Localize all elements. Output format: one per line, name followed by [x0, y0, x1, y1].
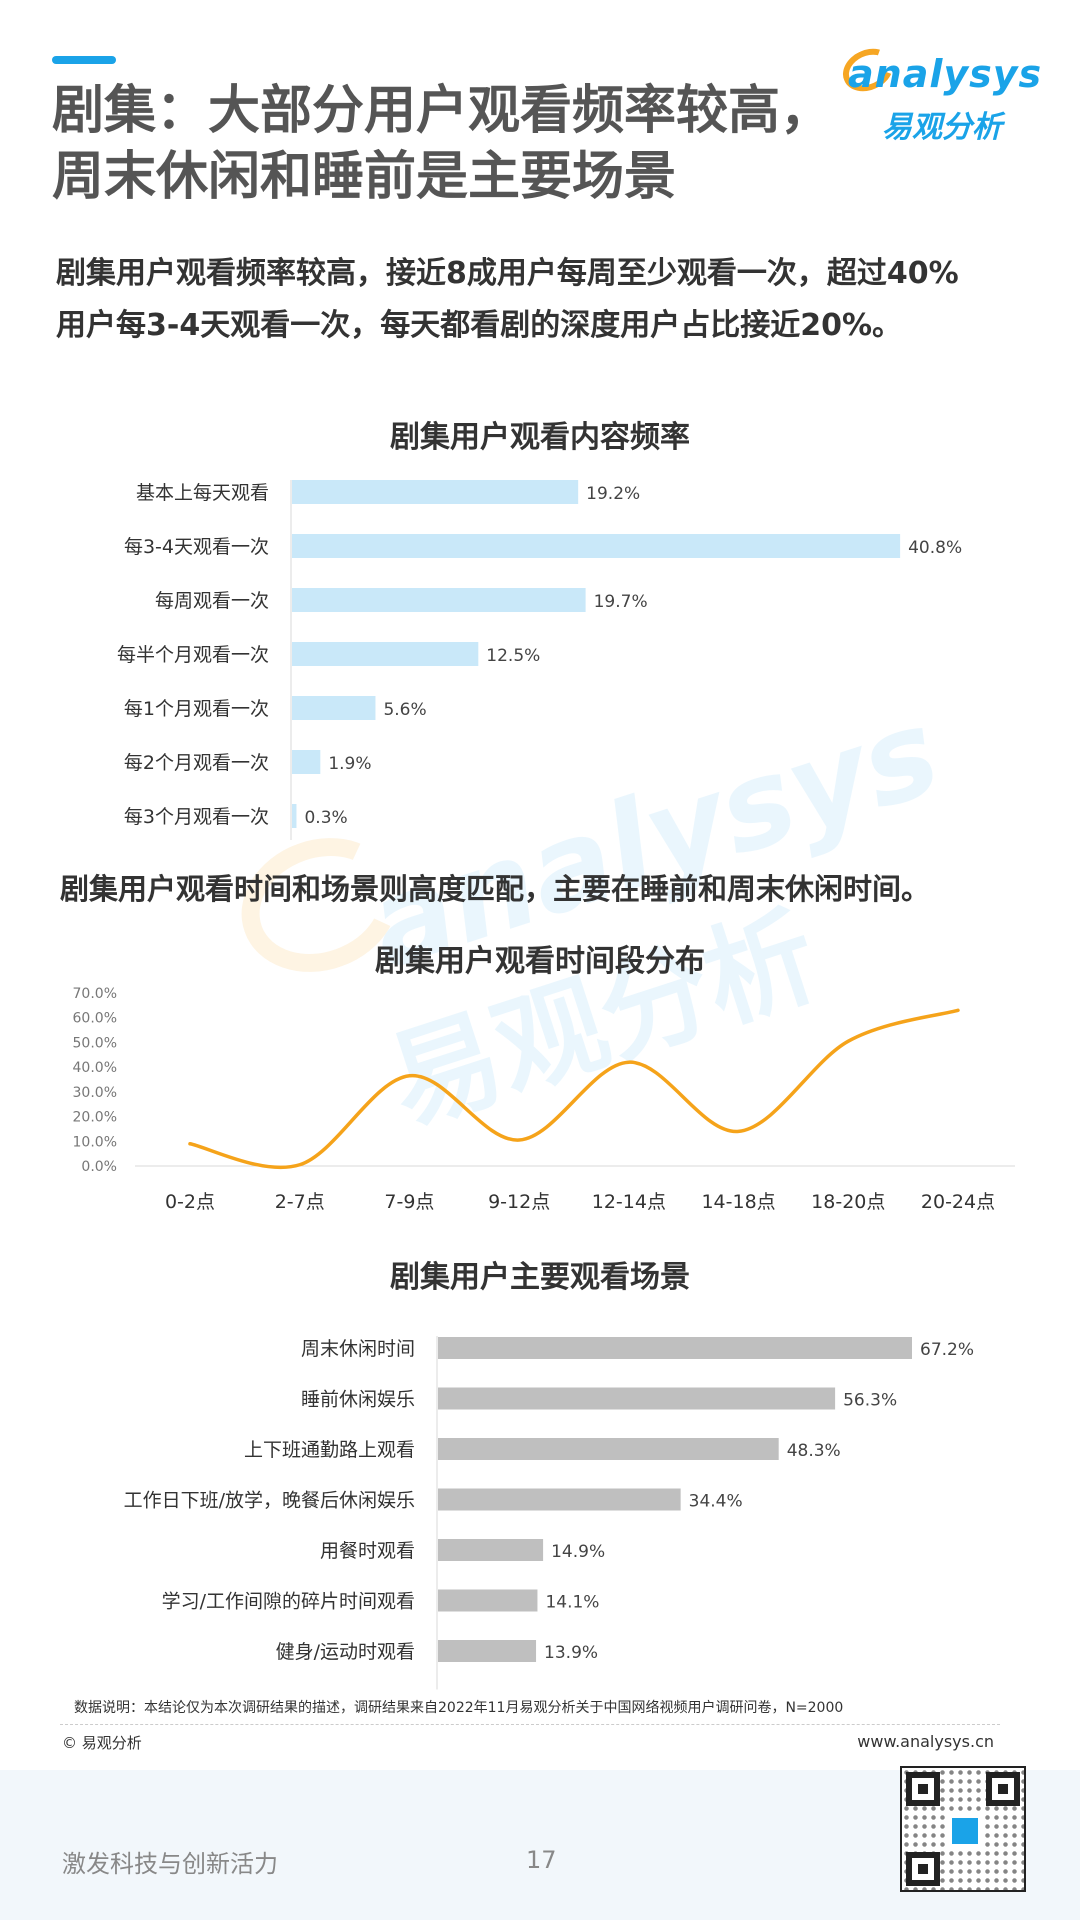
- qr-finder-tr: [986, 1772, 1020, 1806]
- timeslot-chart-title: 剧集用户观看时间段分布: [375, 944, 705, 979]
- category-label: 学习/工作间隙的碎片时间观看: [162, 1591, 415, 1613]
- x-tick-label: 12-14点: [592, 1191, 666, 1213]
- page-number: 17: [526, 1846, 557, 1874]
- summary-line2: 用户每3-4天观看一次，每天都看剧的深度用户占比接近20%。: [56, 308, 903, 343]
- title-accent-bar: [52, 56, 116, 64]
- page-title-line1: 剧集：大部分用户观看频率较高，: [52, 81, 833, 141]
- page-title-line2: 周末休闲和睡前是主要场景: [52, 147, 677, 207]
- y-tick-label: 50.0%: [73, 1035, 117, 1051]
- data-label: 19.7%: [594, 592, 648, 612]
- bar: [292, 588, 586, 612]
- summary-line1: 剧集用户观看频率较高，接近8成用户每周至少观看一次，超过40%: [56, 256, 959, 291]
- category-label: 每周观看一次: [155, 590, 269, 612]
- page-title: 剧集：大部分用户观看频率较高， 周末休闲和睡前是主要场景: [52, 78, 872, 210]
- category-label: 上下班通勤路上观看: [244, 1439, 415, 1461]
- category-label: 健身/运动时观看: [276, 1641, 415, 1663]
- category-label: 周末休闲时间: [301, 1338, 415, 1360]
- y-tick-label: 0.0%: [81, 1159, 117, 1175]
- qr-finder-bl: [906, 1852, 940, 1886]
- logo-en-text: analysys: [848, 52, 1043, 96]
- y-tick-label: 30.0%: [73, 1085, 117, 1101]
- data-label: 14.9%: [551, 1542, 605, 1562]
- category-label: 每3个月观看一次: [124, 806, 269, 828]
- x-tick-label: 0-2点: [165, 1191, 215, 1213]
- x-tick-label: 2-7点: [275, 1191, 325, 1213]
- summary-text: 剧集用户观看频率较高，接近8成用户每周至少观看一次，超过40% 用户每3-4天观…: [56, 248, 1016, 352]
- qr-code-icon: [900, 1766, 1026, 1892]
- series-line: [188, 1008, 960, 1170]
- data-label: 34.4%: [689, 1492, 743, 1512]
- bar: [438, 1640, 537, 1662]
- y-tick-label: 60.0%: [73, 1011, 117, 1027]
- category-label: 每2个月观看一次: [124, 752, 269, 774]
- bar: [438, 1438, 779, 1460]
- category-label: 基本上每天观看: [136, 482, 269, 504]
- bar: [292, 480, 579, 504]
- bar: [292, 804, 297, 828]
- footer-divider: [60, 1724, 1000, 1725]
- frequency-chart-title: 剧集用户观看内容频率: [390, 420, 690, 455]
- bar: [292, 534, 901, 558]
- data-label: 0.3%: [304, 808, 347, 828]
- bar: [292, 642, 479, 666]
- category-label: 睡前休闲娱乐: [301, 1389, 415, 1411]
- frequency-bar-chart: 基本上每天观看 19.2% 每3-4天观看一次 40.8% 每周观看一次 19.7% 每半个…: [117, 480, 962, 840]
- x-tick-label: 20-24点: [921, 1191, 995, 1213]
- bar: [438, 1539, 544, 1561]
- x-tick-label: 18-20点: [811, 1191, 885, 1213]
- data-label: 48.3%: [787, 1441, 841, 1461]
- data-label: 12.5%: [486, 646, 540, 666]
- bar: [438, 1337, 912, 1359]
- bar: [438, 1387, 836, 1410]
- scenario-bar-chart: 周末休闲时间 67.2% 睡前休闲娱乐 56.3% 上下班通勤路上观看 48.3% 工作日下…: [124, 1336, 974, 1690]
- data-label: 14.1%: [545, 1593, 599, 1613]
- data-label: 5.6%: [383, 700, 426, 720]
- scenario-chart-title: 剧集用户主要观看场景: [390, 1260, 690, 1295]
- x-tick-label: 7-9点: [384, 1191, 434, 1213]
- bar: [292, 696, 376, 720]
- data-label: 67.2%: [920, 1340, 974, 1360]
- y-tick-label: 40.0%: [73, 1060, 117, 1076]
- bar: [438, 1589, 538, 1612]
- x-tick-label: 9-12点: [488, 1191, 550, 1213]
- category-label: 每1个月观看一次: [124, 698, 269, 720]
- timeslot-line-chart: 0.0% 10.0% 20.0% 30.0% 40.0% 50.0% 60.0% 70.0% 0…: [73, 986, 1015, 1213]
- data-label: 1.9%: [328, 754, 371, 774]
- qr-center-logo-icon: [949, 1815, 981, 1847]
- y-tick-label: 10.0%: [73, 1134, 117, 1150]
- bar: [292, 750, 321, 774]
- copyright-text: © 易观分析: [62, 1734, 142, 1752]
- y-tick-label: 20.0%: [73, 1110, 117, 1126]
- data-label: 13.9%: [544, 1643, 598, 1663]
- data-label: 19.2%: [586, 484, 640, 504]
- qr-finder-tl: [906, 1772, 940, 1806]
- category-label: 用餐时观看: [320, 1540, 415, 1562]
- bar: [438, 1488, 681, 1511]
- data-label: 40.8%: [908, 538, 962, 558]
- x-tick-label: 14-18点: [701, 1191, 775, 1213]
- y-tick-label: 70.0%: [73, 986, 117, 1002]
- category-label: 工作日下班/放学，晚餐后休闲娱乐: [124, 1490, 415, 1512]
- logo-cn-text: 易观分析: [882, 110, 1002, 145]
- subsummary-text: 剧集用户观看时间和场景则高度匹配，主要在睡前和周末休闲时间。: [60, 872, 931, 906]
- analysys-logo: analysys 易观分析: [835, 40, 1041, 145]
- data-label: 56.3%: [843, 1391, 897, 1411]
- website-link[interactable]: www.analysys.cn: [857, 1732, 994, 1751]
- data-footnote: 数据说明：本结论仅为本次调研结果的描述，调研结果来自2022年11月易观分析关于…: [74, 1700, 844, 1716]
- slogan-text: 激发科技与创新活力: [62, 1850, 278, 1878]
- category-label: 每半个月观看一次: [117, 644, 269, 666]
- category-label: 每3-4天观看一次: [124, 536, 269, 558]
